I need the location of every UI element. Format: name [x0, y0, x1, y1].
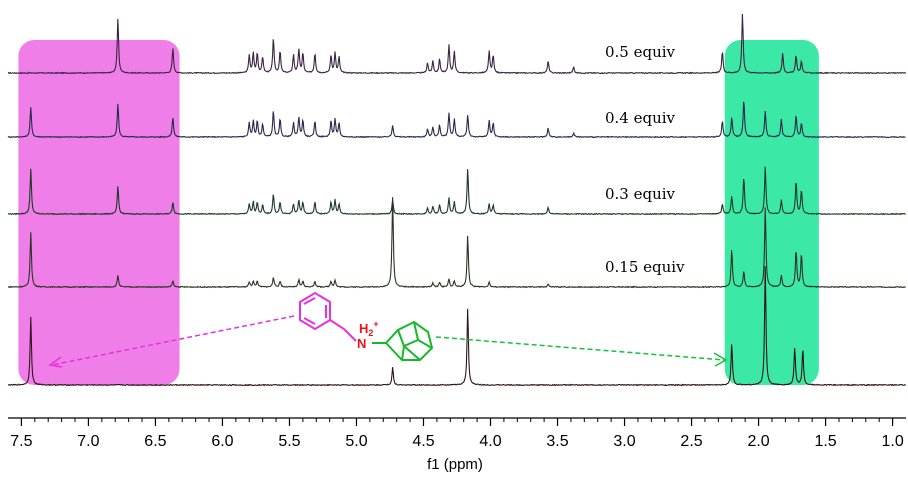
spectrum-free	[7, 266, 906, 387]
spectra-group	[7, 13, 907, 387]
x-axis-title: f1 (ppm)	[427, 456, 483, 473]
x-tick-label: 6.0	[211, 433, 233, 450]
x-tick-label: 6.5	[144, 433, 166, 450]
benzylammonium-adamantane-structure: N H2+	[299, 291, 434, 361]
x-tick-label: 4.0	[479, 433, 501, 450]
x-tick-label: 2.5	[680, 433, 702, 450]
x-tick-label: 2.0	[747, 433, 769, 450]
highlight-aromatic	[18, 40, 180, 385]
x-tick-label: 3.0	[613, 433, 635, 450]
x-tick-label: 1.5	[814, 433, 836, 450]
x-axis-ticks: 7.5 7.0 6.5 6.0 5.5 5.0 4.5 4.0 3.5 3.0 2.5 2.0 1.5 1…	[10, 418, 904, 450]
spectrum-0-15-equiv	[8, 197, 906, 289]
highlight-regions	[18, 40, 819, 385]
equiv-labels: 0.5 equiv 0.4 equiv 0.3 equiv 0.15 equiv	[605, 43, 685, 276]
x-tick-label: 7.5	[10, 433, 32, 450]
equiv-label: 0.15 equiv	[605, 258, 685, 276]
x-tick-label: 5.0	[345, 433, 367, 450]
h2plus-label: H2+	[359, 319, 379, 338]
green-arrow-line	[435, 336, 725, 361]
nitrogen-label: N	[357, 336, 366, 351]
x-tick-label: 7.0	[77, 433, 99, 450]
x-tick-label: 1.0	[881, 433, 903, 450]
equiv-label: 0.3 equiv	[605, 185, 676, 203]
x-tick-label: 4.5	[412, 433, 434, 450]
spectrum-0-4-equiv	[7, 101, 906, 139]
magenta-arrow-head	[48, 356, 63, 368]
adamantane-cage-icon	[372, 320, 434, 361]
x-tick-label: 5.5	[278, 433, 300, 450]
equiv-label: 0.4 equiv	[605, 109, 676, 127]
benzene-ring-icon	[299, 291, 357, 342]
arrows	[48, 315, 728, 368]
green-arrow-head	[713, 352, 728, 367]
spectrum-0-3-equiv	[7, 166, 906, 216]
equiv-label: 0.5 equiv	[605, 43, 676, 61]
magenta-arrow-line	[51, 315, 295, 366]
spectrum-0-5-equiv	[8, 13, 907, 75]
x-tick-label: 3.5	[546, 433, 568, 450]
